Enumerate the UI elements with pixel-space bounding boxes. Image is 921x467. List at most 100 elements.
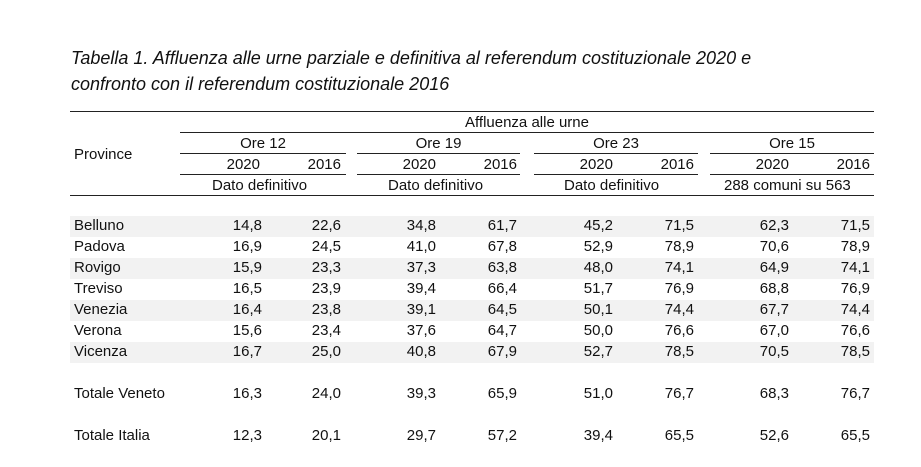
value-cell: 39,3 — [406, 385, 436, 402]
year-2020-ore-19: 2020 — [402, 156, 436, 173]
value-cell: 70,6 — [759, 238, 789, 255]
province-name: Padova — [74, 238, 125, 255]
note-ore-15: 288 comuni su 563 — [724, 177, 851, 194]
value-cell: 37,3 — [406, 259, 436, 276]
value-cell: 70,5 — [759, 343, 789, 360]
table-top-rule — [70, 111, 874, 112]
value-cell: 67,9 — [487, 343, 517, 360]
year-2016-ore-12: 2016 — [307, 156, 341, 173]
table-row: Treviso 16,5 23,9 39,4 66,4 51,7 76,9 68… — [70, 279, 874, 300]
value-cell: 24,0 — [311, 385, 341, 402]
year-2020-ore-23: 2020 — [579, 156, 613, 173]
table-row: Verona 15,6 23,4 37,6 64,7 50,0 76,6 67,… — [70, 321, 874, 342]
value-cell: 22,6 — [311, 217, 341, 234]
total-name: Totale Veneto — [74, 385, 165, 402]
value-cell: 76,7 — [664, 385, 694, 402]
value-cell: 65,9 — [487, 385, 517, 402]
value-cell: 76,7 — [840, 385, 870, 402]
group-header-ore-23: Ore 23 — [593, 135, 639, 152]
table-title-line-2: confronto con il referendum costituziona… — [71, 74, 450, 94]
value-cell: 78,9 — [840, 238, 870, 255]
value-cell: 67,8 — [487, 238, 517, 255]
value-cell: 68,3 — [759, 385, 789, 402]
table-row: Rovigo 15,9 23,3 37,3 63,8 48,0 74,1 64,… — [70, 258, 874, 279]
value-cell: 25,0 — [311, 343, 341, 360]
group-rule-ore-12 — [180, 153, 346, 154]
value-cell: 50,0 — [583, 322, 613, 339]
year-2020-ore-15: 2020 — [755, 156, 789, 173]
turnout-table: Province Affluenza alle urne Ore 12 2020… — [70, 111, 874, 467]
value-cell: 78,5 — [664, 343, 694, 360]
year-rule-ore-15 — [710, 174, 874, 175]
province-name: Belluno — [74, 217, 125, 234]
value-cell: 52,9 — [583, 238, 613, 255]
value-cell: 74,1 — [840, 259, 870, 276]
value-cell: 16,3 — [232, 385, 262, 402]
value-cell: 63,8 — [487, 259, 517, 276]
value-cell: 20,1 — [311, 427, 341, 444]
value-cell: 76,6 — [664, 322, 694, 339]
value-cell: 23,8 — [311, 301, 341, 318]
group-rule-ore-15 — [710, 153, 874, 154]
value-cell: 29,7 — [406, 427, 436, 444]
table-row: Venezia 16,4 23,8 39,1 64,5 50,1 74,4 67… — [70, 300, 874, 321]
value-cell: 64,9 — [759, 259, 789, 276]
value-cell: 65,5 — [664, 427, 694, 444]
value-cell: 16,9 — [232, 238, 262, 255]
year-2016-ore-19: 2016 — [483, 156, 517, 173]
value-cell: 16,7 — [232, 343, 262, 360]
year-rule-ore-19 — [357, 174, 520, 175]
table-title: Tabella 1. Affluenza alle urne parziale … — [71, 45, 871, 97]
value-cell: 12,3 — [232, 427, 262, 444]
value-cell: 64,7 — [487, 322, 517, 339]
value-cell: 66,4 — [487, 280, 517, 297]
total-row-veneto: Totale Veneto 16,3 24,0 39,3 65,9 51,0 7… — [70, 384, 874, 405]
table-row: Padova 16,9 24,5 41,0 67,8 52,9 78,9 70,… — [70, 237, 874, 258]
value-cell: 23,9 — [311, 280, 341, 297]
value-cell: 71,5 — [840, 217, 870, 234]
value-cell: 51,7 — [583, 280, 613, 297]
value-cell: 48,0 — [583, 259, 613, 276]
value-cell: 78,9 — [664, 238, 694, 255]
table-title-line-1: Tabella 1. Affluenza alle urne parziale … — [71, 48, 752, 68]
value-cell: 39,4 — [583, 427, 613, 444]
value-cell: 62,3 — [759, 217, 789, 234]
value-cell: 41,0 — [406, 238, 436, 255]
value-cell: 24,5 — [311, 238, 341, 255]
affluenza-rule — [180, 132, 874, 133]
year-rule-ore-23 — [534, 174, 698, 175]
year-2020-ore-12: 2020 — [226, 156, 260, 173]
value-cell: 74,4 — [840, 301, 870, 318]
note-ore-19: Dato definitivo — [388, 177, 484, 194]
value-cell: 52,6 — [759, 427, 789, 444]
year-2016-ore-15: 2016 — [836, 156, 870, 173]
value-cell: 16,4 — [232, 301, 262, 318]
value-cell: 37,6 — [406, 322, 436, 339]
header-bottom-rule — [70, 195, 874, 196]
value-cell: 45,2 — [583, 217, 613, 234]
total-name: Totale Italia — [74, 427, 150, 444]
value-cell: 61,7 — [487, 217, 517, 234]
province-name: Verona — [74, 322, 122, 339]
province-name: Vicenza — [74, 343, 128, 360]
value-cell: 14,8 — [232, 217, 262, 234]
value-cell: 23,3 — [311, 259, 341, 276]
value-cell: 74,1 — [664, 259, 694, 276]
table-row: Vicenza 16,7 25,0 40,8 67,9 52,7 78,5 70… — [70, 342, 874, 363]
affluenza-header: Affluenza alle urne — [465, 114, 589, 131]
value-cell: 23,4 — [311, 322, 341, 339]
value-cell: 67,0 — [759, 322, 789, 339]
group-rule-ore-19 — [357, 153, 520, 154]
year-2016-ore-23: 2016 — [660, 156, 694, 173]
group-header-ore-12: Ore 12 — [240, 135, 286, 152]
group-header-ore-15: Ore 15 — [769, 135, 815, 152]
value-cell: 39,4 — [406, 280, 436, 297]
value-cell: 65,5 — [840, 427, 870, 444]
value-cell: 64,5 — [487, 301, 517, 318]
group-header-ore-19: Ore 19 — [415, 135, 462, 152]
value-cell: 15,6 — [232, 322, 262, 339]
value-cell: 40,8 — [406, 343, 436, 360]
value-cell: 74,4 — [664, 301, 694, 318]
province-name: Venezia — [74, 301, 128, 318]
value-cell: 52,7 — [583, 343, 613, 360]
